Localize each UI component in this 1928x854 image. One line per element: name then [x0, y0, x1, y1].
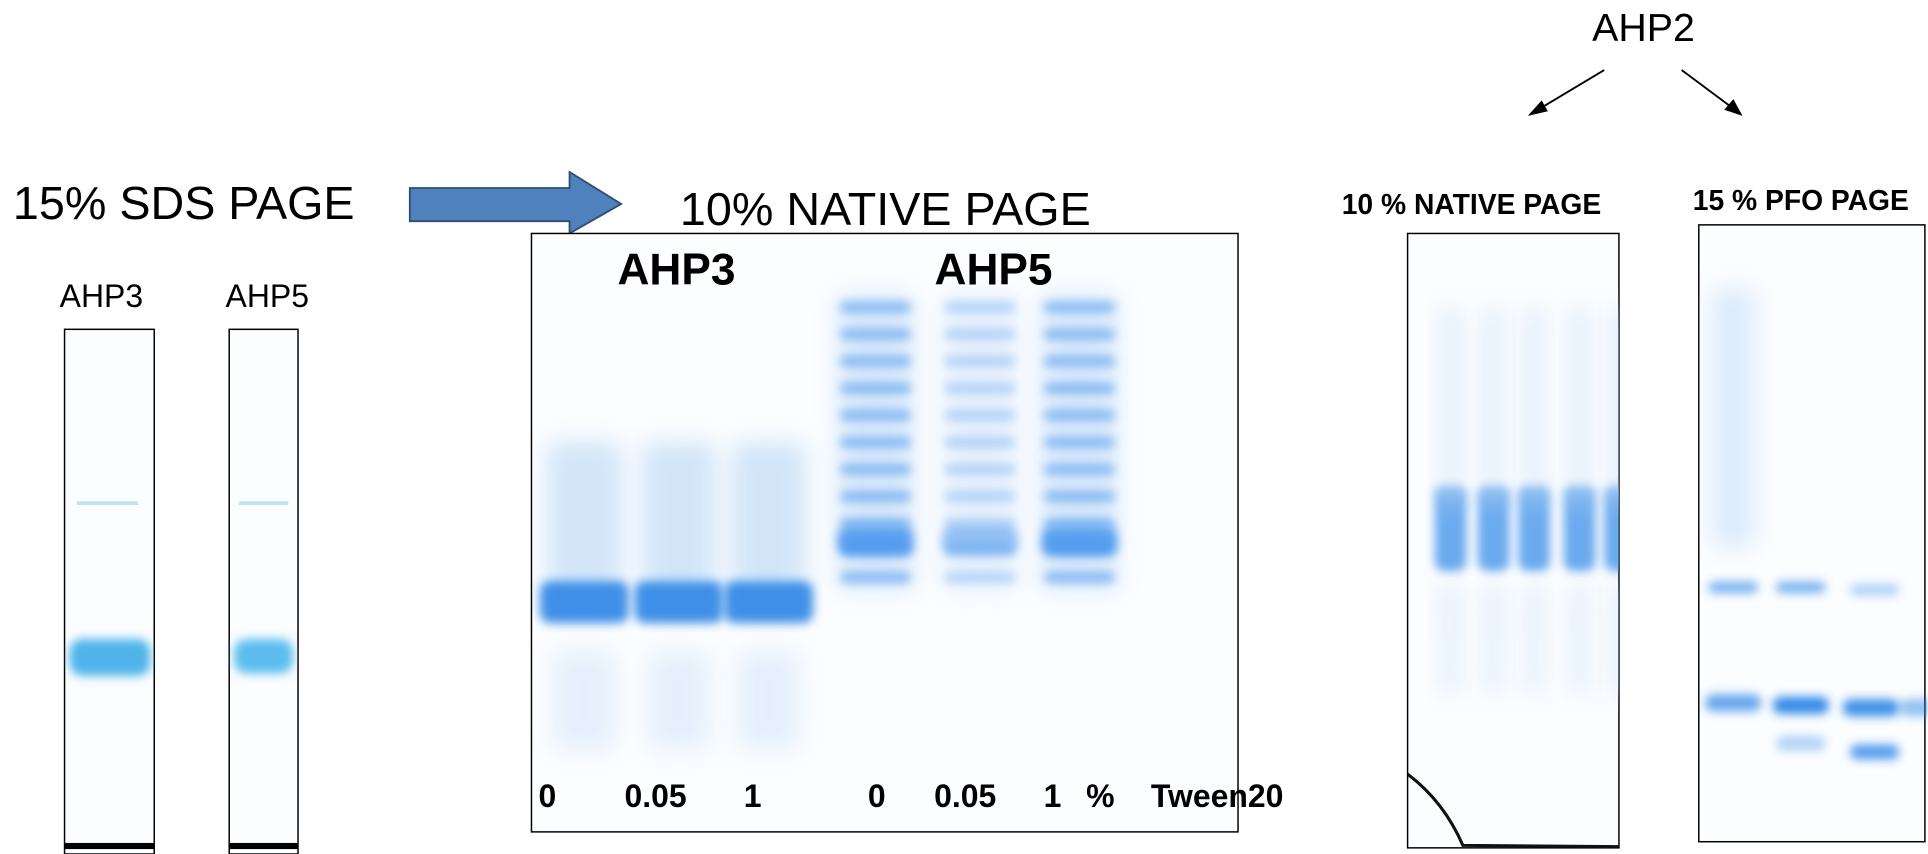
- unit: %: [1086, 778, 1114, 814]
- band: [944, 301, 1016, 313]
- band: [839, 571, 912, 584]
- band: [944, 436, 1016, 448]
- gel: [228, 328, 299, 854]
- band: [1708, 581, 1758, 593]
- band: [1776, 581, 1826, 593]
- band: [839, 409, 912, 421]
- detergent: Tween20: [1151, 778, 1284, 814]
- band: [1439, 583, 1462, 695]
- band: [1568, 307, 1591, 504]
- band: [540, 581, 629, 623]
- band: [1568, 583, 1591, 695]
- band: [944, 571, 1016, 584]
- band: [1849, 584, 1900, 596]
- band: [1043, 490, 1116, 502]
- band: [839, 463, 912, 475]
- concentration-labels: 0 0.05 1 0 0.05 1 % Tween20: [539, 778, 1284, 814]
- band: [634, 581, 724, 623]
- band: [839, 382, 912, 394]
- sds-title: 15% SDS PAGE: [13, 177, 355, 229]
- band: [1609, 583, 1619, 695]
- group-label: AHP3: [617, 245, 735, 294]
- split-arrows: [1527, 69, 1743, 116]
- group-label: AHP5: [935, 245, 1053, 294]
- band: [731, 442, 806, 615]
- concentration: 0.05: [934, 778, 996, 814]
- gel-bands: [1407, 307, 1619, 848]
- band: [944, 328, 1016, 340]
- band: [944, 355, 1016, 367]
- pfo-title: 15 % PFO PAGE: [1693, 184, 1909, 216]
- band: [1482, 583, 1505, 695]
- concentration: 0.05: [624, 778, 686, 814]
- band: [1563, 485, 1596, 572]
- band: [944, 409, 1016, 421]
- band: [1772, 696, 1830, 714]
- band: [547, 442, 622, 615]
- ahp2-label: AHP2: [1592, 6, 1695, 50]
- band: [1523, 307, 1546, 504]
- band: [944, 490, 1016, 502]
- band: [839, 301, 912, 313]
- band: [648, 651, 710, 750]
- band: [1712, 288, 1755, 547]
- band: [944, 382, 1016, 394]
- band: [1434, 485, 1467, 572]
- band: [1842, 699, 1900, 717]
- band: [1043, 328, 1116, 340]
- gel-bands: [64, 501, 155, 850]
- band: [1043, 355, 1116, 367]
- concentration: 0: [539, 778, 557, 814]
- band: [1776, 736, 1826, 751]
- band: [1477, 485, 1510, 572]
- native-title: 10 % NATIVE PAGE: [1342, 188, 1602, 220]
- band: [941, 527, 1019, 555]
- lane-label: AHP3: [60, 278, 143, 314]
- band: [839, 517, 912, 529]
- arrow: [408, 170, 623, 236]
- band: [1609, 307, 1619, 504]
- band: [839, 328, 912, 340]
- gel-bands: [1704, 288, 1928, 760]
- band: [839, 490, 912, 502]
- band: [944, 463, 1016, 475]
- lane-label: AHP5: [226, 278, 309, 314]
- band: [1043, 463, 1116, 475]
- band: [839, 436, 912, 448]
- band: [1041, 527, 1118, 555]
- band: [553, 651, 616, 750]
- band: [1043, 436, 1116, 448]
- band: [1899, 699, 1928, 717]
- band: [1043, 571, 1116, 584]
- band: [1043, 517, 1116, 529]
- band: [1043, 301, 1116, 313]
- concentration: 1: [744, 778, 762, 814]
- band: [1604, 485, 1619, 572]
- gel: [63, 328, 155, 854]
- concentration: 1: [1044, 778, 1062, 814]
- band: [1439, 307, 1462, 504]
- band: [1523, 583, 1546, 695]
- band: [837, 527, 914, 555]
- band: [1518, 485, 1551, 572]
- native-title: 10% NATIVE PAGE: [680, 183, 1091, 235]
- gel-bands: [229, 501, 299, 850]
- band: [737, 651, 800, 750]
- band: [1849, 744, 1900, 760]
- band: [839, 355, 912, 367]
- band: [1482, 307, 1505, 504]
- band: [1704, 694, 1762, 712]
- band: [642, 442, 716, 615]
- band: [1043, 409, 1116, 421]
- band: [1043, 382, 1116, 394]
- band: [724, 581, 813, 623]
- concentration: 0: [868, 778, 886, 814]
- gel-bands: [540, 294, 1118, 750]
- band: [944, 517, 1016, 529]
